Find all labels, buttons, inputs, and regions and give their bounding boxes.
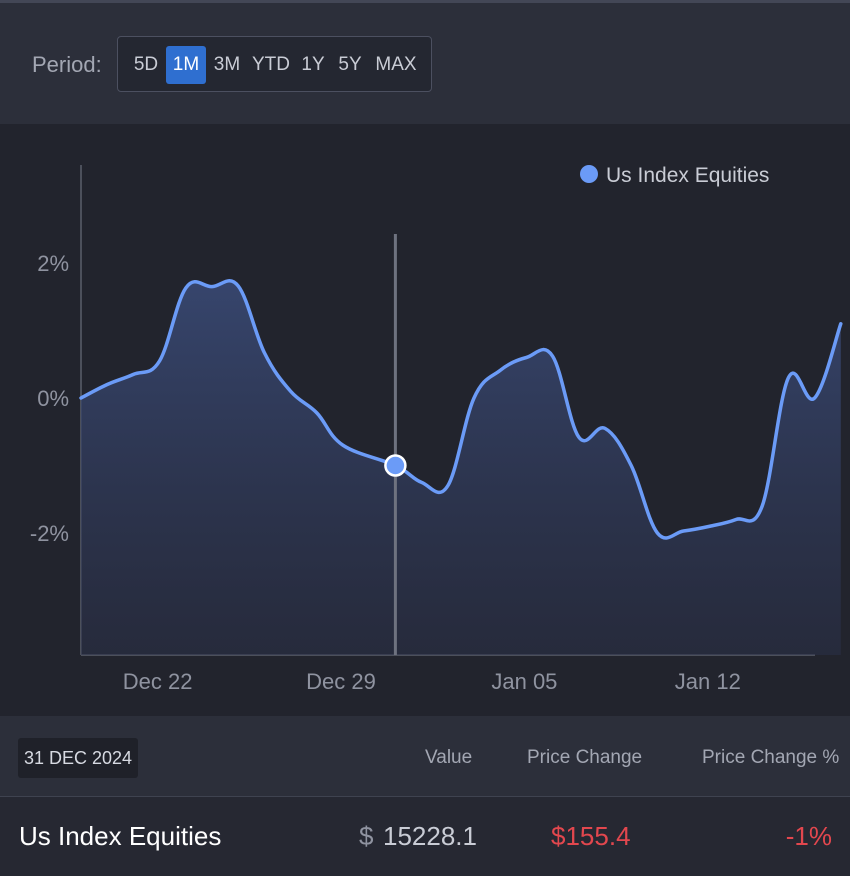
legend-marker [580, 165, 598, 183]
tooltip-panel: 31 DEC 2024 Value Price Change Price Cha… [0, 716, 850, 876]
value-cell: 15228.1 [383, 821, 477, 851]
top-border [0, 0, 850, 3]
period-3m-button[interactable]: 3M [213, 54, 241, 75]
currency-symbol: $ [359, 821, 374, 851]
price-change-pct-cell: -1% [785, 821, 832, 851]
period-toolbar: Period: 5D 1M 3M YTD 1Y 5Y MAX [0, 3, 850, 124]
date-badge: 31 DEC 2024 [18, 738, 139, 778]
period-5d-button[interactable]: 5D [133, 54, 159, 75]
period-ytd-button[interactable]: YTD [252, 54, 290, 75]
y-tick-label: 2% [37, 251, 69, 276]
x-tick-label: Jan 12 [675, 669, 741, 694]
series-line [79, 279, 843, 540]
price-change-cell: $155.4 [551, 821, 631, 851]
divider [0, 796, 850, 797]
x-tick-label: Dec 22 [123, 669, 193, 694]
period-5y-button[interactable]: 5Y [338, 54, 362, 75]
x-tick-label: Jan 05 [491, 669, 557, 694]
y-tick-label: -2% [30, 521, 69, 546]
table-row: Us Index Equities $ 15228.1 $155.4 -1% [0, 797, 850, 876]
x-tick-label: Dec 29 [306, 669, 376, 694]
price-change-column-header: Price Change [527, 747, 643, 768]
price-chart[interactable]: 2% 0% -2% Dec 22 Dec 29 Jan 05 Jan 12 Us Index … [0, 124, 850, 716]
period-max-button[interactable]: MAX [375, 54, 417, 75]
chart-area[interactable]: 2% 0% -2% Dec 22 Dec 29 Jan 05 Jan 12 Us Index … [0, 124, 850, 716]
period-1y-button[interactable]: 1Y [301, 54, 325, 75]
price-change-pct-column-header: Price Change % [702, 747, 840, 768]
legend-label: Us Index Equities [606, 164, 769, 187]
period-label: Period: [32, 52, 102, 77]
value-column-header: Value [425, 747, 473, 768]
tooltip-header: 31 DEC 2024 Value Price Change Price Cha… [0, 716, 850, 796]
highlight-point [384, 454, 407, 477]
series-area [81, 280, 841, 655]
y-tick-label: 0% [37, 386, 69, 411]
period-1m-button[interactable]: 1M [166, 46, 206, 84]
period-selector: 5D 1M 3M YTD 1Y 5Y MAX [117, 36, 432, 92]
series-name: Us Index Equities [19, 821, 222, 851]
